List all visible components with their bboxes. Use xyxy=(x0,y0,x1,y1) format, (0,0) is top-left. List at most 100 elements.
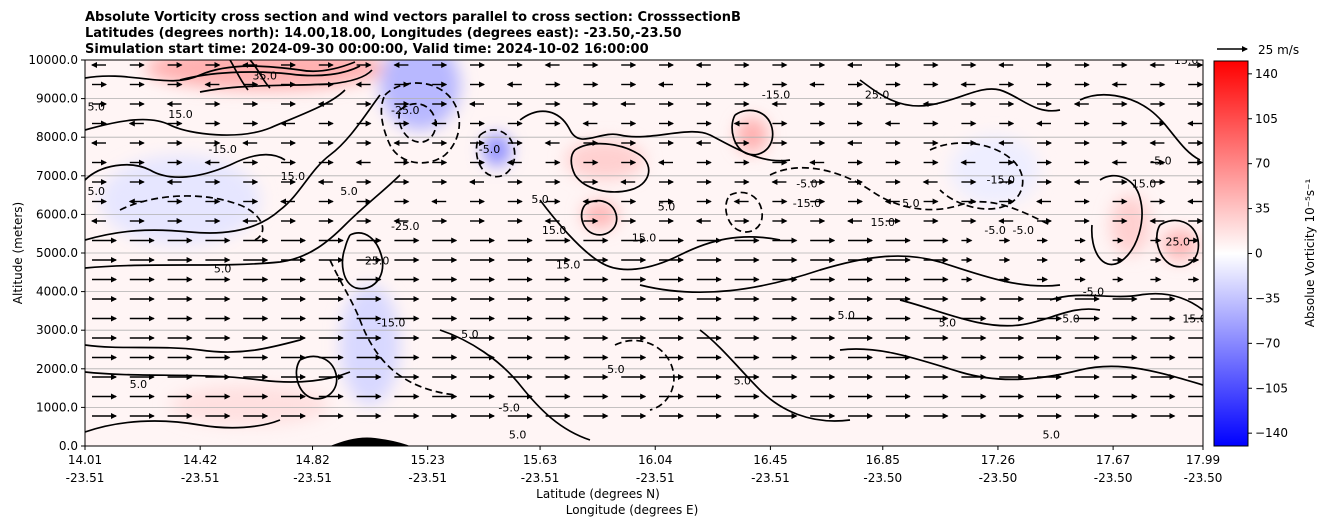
contour-label: 5.0 xyxy=(87,185,105,198)
contour-label: -15.0 xyxy=(377,316,405,329)
field-blob-pos-3 xyxy=(736,117,768,153)
colorbar-tick-label: −105 xyxy=(1255,381,1288,395)
x-tick-label-lon: -23.51 xyxy=(293,471,332,485)
contour-b xyxy=(85,153,286,181)
field-blob-neg-low xyxy=(340,285,400,405)
colorbar-tick-label: −140 xyxy=(1255,426,1288,440)
contour-label: 15.0 xyxy=(1174,54,1199,67)
contour-label: 25.0 xyxy=(865,89,890,102)
x-tick-label-lon: -23.51 xyxy=(181,471,220,485)
contour-e xyxy=(341,232,384,290)
x-tick-label-lon: -23.51 xyxy=(636,471,675,485)
contour-label: 5.0 xyxy=(130,378,148,391)
contour-label: 15.0 xyxy=(632,232,657,245)
contour-label: 15.0 xyxy=(168,108,193,121)
contour-label: 5.0 xyxy=(87,100,105,113)
y-tick-label: 9000.0 xyxy=(36,92,78,106)
contour-label: 5.0 xyxy=(902,197,920,210)
y-tick-label: 3000.0 xyxy=(36,323,78,337)
wind-vectors xyxy=(91,62,1203,419)
contour-label: -25.0 xyxy=(391,104,419,117)
x-tick-label-lat: 16.85 xyxy=(866,453,900,467)
contour-x xyxy=(85,339,301,353)
y-tick-label: 0.0 xyxy=(59,439,78,453)
contour-top-2 xyxy=(179,65,361,81)
contour-label: -5.0 xyxy=(796,178,817,191)
contour-n xyxy=(519,110,791,162)
plot-area: 5.0 15.0 35.0 -25.0 -15.0 15.0 5.0 5.0 -25.0 25.0… xyxy=(85,54,1203,446)
contour-label: -15.0 xyxy=(793,197,821,210)
y-tick-label: 7000.0 xyxy=(36,169,78,183)
contour-label: 5.0 xyxy=(658,201,676,214)
x-tick-label-lon: -23.51 xyxy=(751,471,790,485)
contour-label: -15.0 xyxy=(208,143,236,156)
x-tick-label-lat: 14.42 xyxy=(183,453,217,467)
contour-label: 15.0 xyxy=(281,170,306,183)
contour-ab xyxy=(439,329,591,441)
contour-ai xyxy=(229,60,249,91)
colorbar-tick-label: 140 xyxy=(1255,67,1278,81)
quiver-key-label: 25 m/s xyxy=(1258,43,1299,57)
contour-i xyxy=(119,195,264,241)
contour-label: -5.0 xyxy=(479,143,500,156)
colorbar-tick-label: 35 xyxy=(1255,202,1270,216)
x-tick-label-lat: 17.67 xyxy=(1096,453,1130,467)
contour-y xyxy=(85,371,351,383)
vorticity-field xyxy=(100,60,1198,425)
x-tick-label-lat: 16.04 xyxy=(638,453,672,467)
field-blob-neg-mid xyxy=(483,134,511,166)
x-tick-label-lon: -23.51 xyxy=(66,471,105,485)
contour-w xyxy=(1049,292,1203,311)
x-tick-label-lat: 17.26 xyxy=(981,453,1015,467)
contour-h xyxy=(475,129,516,178)
contour-label: 5.0 xyxy=(461,328,479,341)
contour-label: 5.0 xyxy=(838,309,856,322)
contour-label: 5.0 xyxy=(340,185,358,198)
contour-t xyxy=(1090,174,1143,266)
contour-label: 25.0 xyxy=(365,255,390,268)
colorbar-tick-label: 105 xyxy=(1255,112,1278,126)
title-line-1: Absolute Vorticity cross section and win… xyxy=(85,10,741,25)
title-line-2: Latitudes (degrees north): 14.00,18.00, … xyxy=(85,26,682,41)
contour-label: 15.0 xyxy=(1132,178,1157,191)
contour-label: 35.0 xyxy=(253,69,278,82)
y-axis-label: Altitude (meters) xyxy=(11,202,25,304)
colorbar-tick-label: −35 xyxy=(1255,291,1280,305)
contour-label: 5.0 xyxy=(1043,428,1061,441)
x-tick-label-lat: 14.82 xyxy=(295,453,329,467)
colorbar: Absolue Vorticity 10⁻⁵s⁻¹ 140 105 70 35 0 −35… xyxy=(1213,60,1317,447)
x-tick-label-lon: -23.50 xyxy=(1184,471,1223,485)
contour-a xyxy=(85,89,346,136)
contour-label: -5.0 xyxy=(498,401,519,414)
contour-label: -15.0 xyxy=(762,89,790,102)
contour-label: -25.0 xyxy=(391,220,419,233)
contour-label: 15.0 xyxy=(542,224,567,237)
x-axis-label-lat: Latitude (degrees N) xyxy=(536,487,660,501)
field-blob-pos-1 xyxy=(565,140,645,180)
contour-g xyxy=(398,102,437,143)
contour-label: -5.0 xyxy=(1150,154,1171,167)
colorbar-tick-label: −70 xyxy=(1255,336,1280,350)
contour-v xyxy=(1079,93,1201,161)
field-blob-pos-5 xyxy=(1110,195,1150,255)
contour-label: 5.0 xyxy=(214,262,232,275)
contour-z xyxy=(85,419,281,433)
title-line-3: Simulation start time: 2024-09-30 00:00:… xyxy=(85,42,649,57)
contour-f xyxy=(380,82,461,164)
contour-label: 25.0 xyxy=(1165,235,1190,248)
contour-label: -5.0 xyxy=(1083,286,1104,299)
contour-m xyxy=(731,109,774,156)
quiver-key: 25 m/s xyxy=(1217,43,1299,57)
contour-label: 5.0 xyxy=(531,193,549,206)
x-tick-label-lat: 17.99 xyxy=(1186,453,1220,467)
x-axis-label-lon: Longitude (degrees E) xyxy=(566,503,699,517)
contour-k xyxy=(570,142,650,193)
x-tick-label-lat: 15.63 xyxy=(523,453,557,467)
contour-label: 5.0 xyxy=(607,363,625,376)
contour-ag xyxy=(725,191,763,233)
x-tick-label-lat: 15.23 xyxy=(411,453,445,467)
contour-c xyxy=(85,94,381,241)
contour-ad xyxy=(699,329,851,422)
x-axis: Latitude (degrees N) Longitude (degrees … xyxy=(66,446,1223,517)
